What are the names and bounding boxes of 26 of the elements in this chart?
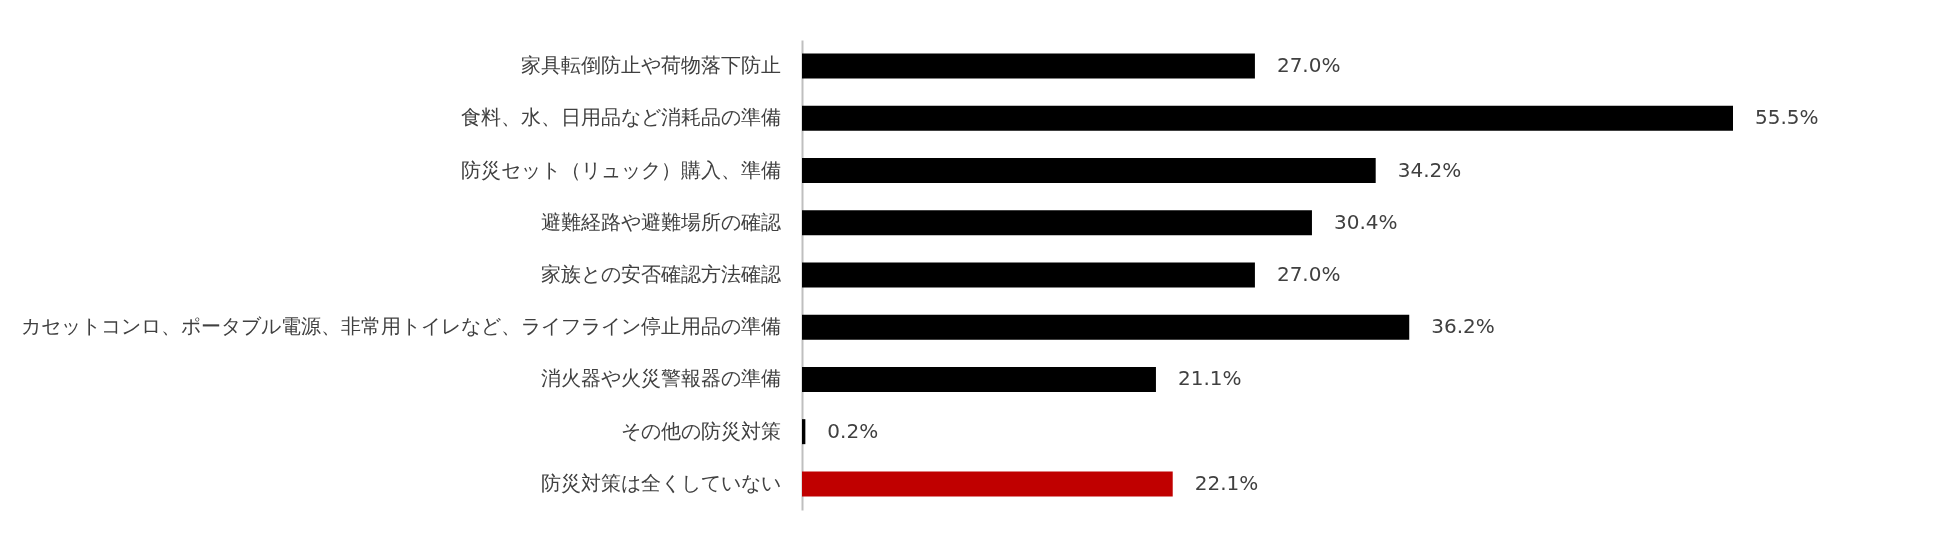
data-label: 36.2% (1431, 314, 1495, 339)
data-label: 21.1% (1177, 366, 1242, 391)
y-tick-label: 家族との安否確認方法確認 (540, 262, 781, 286)
bar (802, 158, 1376, 184)
y-tick-label: 避難経路や避難場所の確認 (540, 209, 781, 234)
data-label: 34.2% (1397, 157, 1462, 182)
y-tick-label: 家具転倒防止や荷物落下防止 (520, 53, 781, 78)
data-label: 30.4% (1333, 209, 1398, 234)
y-tick-label: 消火器や火災警報器の準備 (540, 366, 781, 391)
y-tick-label: 防災対策は全くしていない (540, 470, 781, 495)
bar (802, 471, 1173, 497)
y-tick-label: その他の防災対策 (620, 418, 781, 443)
data-label: 27.0% (1276, 53, 1341, 78)
data-label: 22.1% (1194, 470, 1259, 495)
bar (802, 105, 1733, 131)
y-tick-label: 防災セット（リュック）購入、準備 (460, 157, 781, 182)
bar (802, 53, 1255, 79)
y-tick-label: 食料、水、日用品など消耗品の準備 (460, 105, 781, 130)
bar (802, 366, 1156, 392)
data-label: 0.2% (827, 418, 879, 443)
data-label: 27.0% (1276, 262, 1341, 286)
bar (802, 210, 1312, 236)
data-label: 55.5% (1755, 105, 1819, 130)
bar (802, 262, 1255, 288)
bar (802, 314, 1410, 340)
y-tick-label: カセットコンロ、ポータブル電源、非常用トイレなど、ライフライン停止用品の準備 (20, 314, 781, 339)
